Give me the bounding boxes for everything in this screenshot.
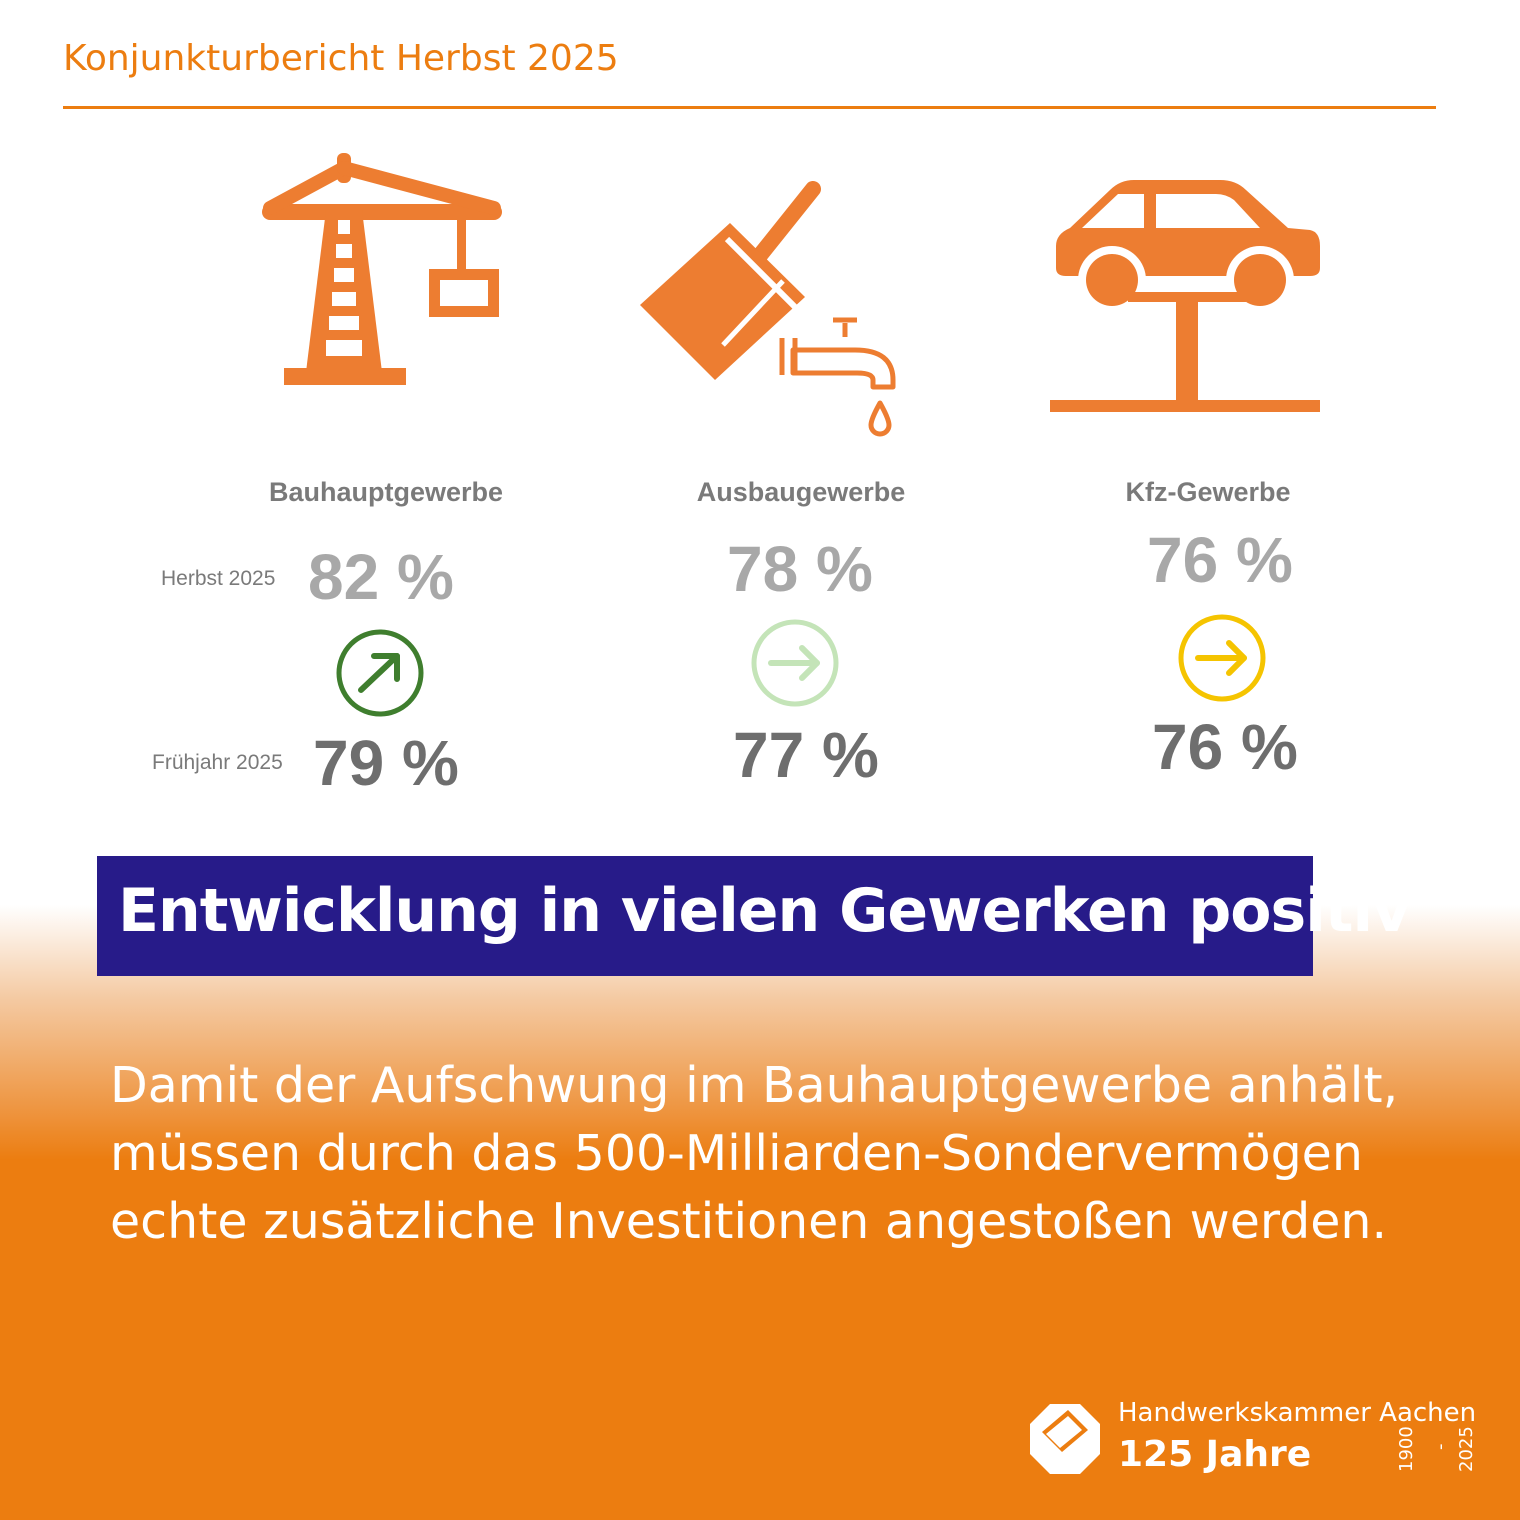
- trend-flat-arrow-icon: [1178, 614, 1266, 702]
- year-end: 2025: [1456, 1426, 1477, 1472]
- chamber-logo-icon: [1030, 1404, 1100, 1474]
- header-divider: [63, 106, 1436, 109]
- paint-brush-faucet-icon: [640, 181, 896, 437]
- headline-banner: [97, 856, 1313, 976]
- autumn-value-bauhauptgewerbe: 82 %: [308, 541, 454, 613]
- autumn-value-ausbaugewerbe: 78 %: [727, 533, 873, 605]
- year-start: 1900: [1396, 1426, 1417, 1472]
- spring-value-ausbaugewerbe: 77 %: [733, 719, 879, 791]
- category-label-bauhauptgewerbe: Bauhauptgewerbe: [268, 477, 504, 507]
- spring-value-bauhauptgewerbe: 79 %: [313, 727, 459, 799]
- legend-spring-label: Frühjahr 2025: [152, 751, 283, 774]
- category-label-kfz-gewerbe: Kfz-Gewerbe: [1125, 477, 1291, 507]
- year-dash: -: [1430, 1443, 1451, 1451]
- report-title: Konjunkturbericht Herbst 2025: [63, 38, 619, 79]
- anniversary-label: 125 Jahre: [1118, 1434, 1312, 1475]
- trend-flat-arrow-icon: [751, 619, 839, 707]
- legend-autumn-label: Herbst 2025: [161, 567, 276, 590]
- autumn-value-kfz-gewerbe: 76 %: [1147, 524, 1293, 596]
- trend-up-arrow-icon: [336, 629, 424, 717]
- crane-icon: [262, 153, 502, 385]
- category-label-ausbaugewerbe: Ausbaugewerbe: [696, 477, 906, 507]
- body-text: Damit der Aufschwung im Bauhauptgewerbe …: [110, 1057, 1399, 1250]
- headline-text: Entwicklung in vielen Gewerken positiv: [118, 876, 1411, 946]
- spring-value-kfz-gewerbe: 76 %: [1152, 711, 1298, 783]
- organization-name: Handwerkskammer Aachen: [1118, 1398, 1477, 1428]
- car-lift-icon: [1050, 180, 1320, 412]
